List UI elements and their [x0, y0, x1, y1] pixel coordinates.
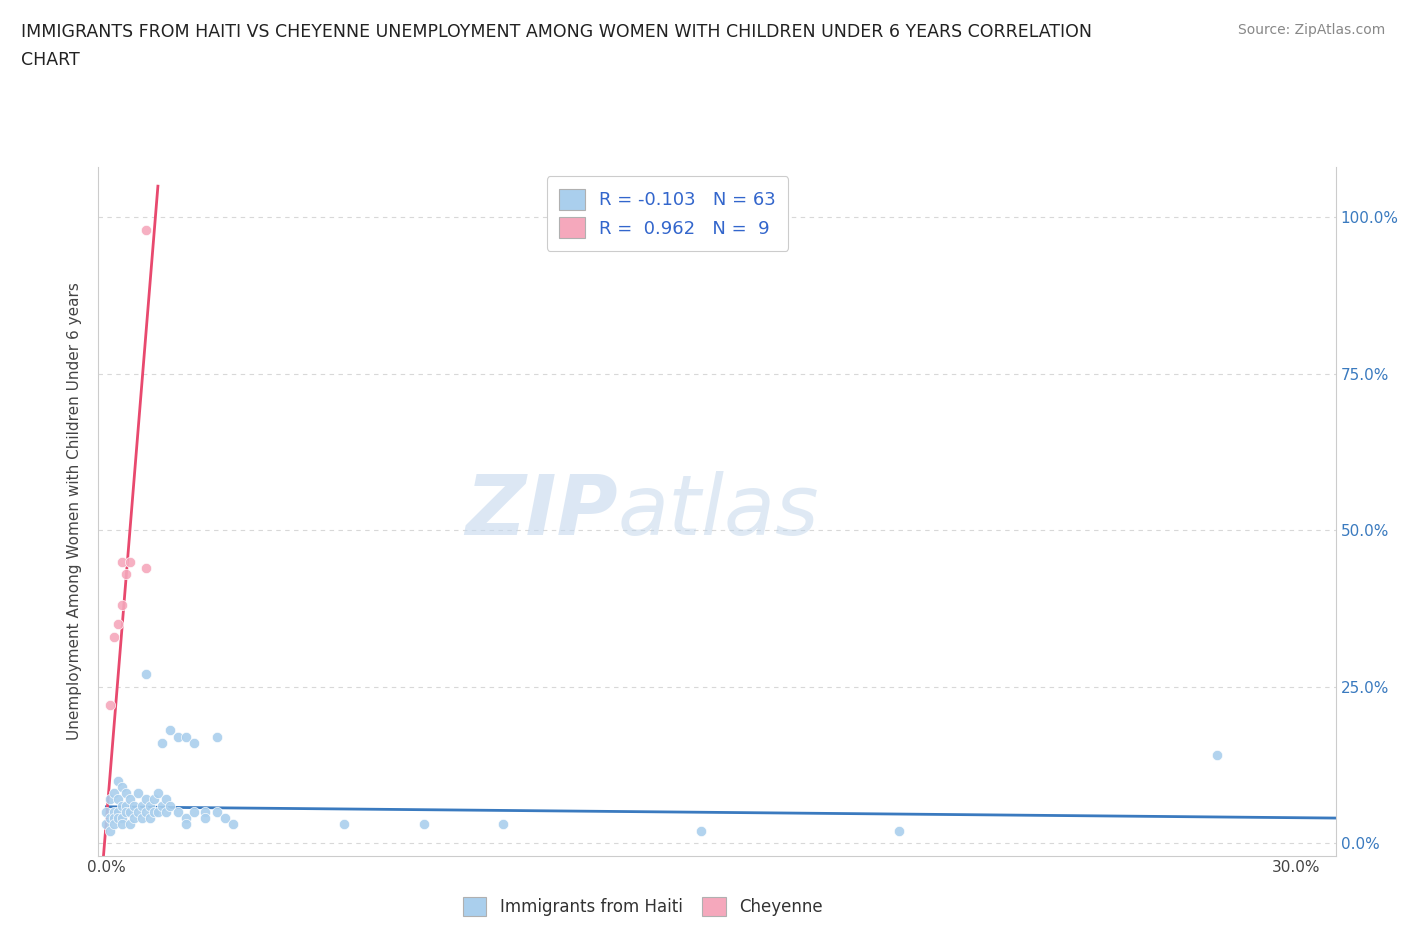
Text: atlas: atlas: [619, 471, 820, 552]
Point: [115, 786, 138, 801]
Point: [96, 804, 118, 819]
Point: [98, 698, 121, 713]
Point: [135, 561, 157, 576]
Point: [122, 798, 145, 813]
Point: [207, 729, 229, 744]
Point: [139, 811, 162, 826]
Point: [115, 804, 138, 819]
Point: [333, 817, 356, 831]
Point: [135, 222, 157, 237]
Point: [222, 817, 245, 831]
Point: [174, 811, 197, 826]
Point: [111, 798, 134, 813]
Point: [150, 736, 173, 751]
Point: [107, 791, 129, 806]
Text: CHART: CHART: [21, 51, 80, 69]
Legend: Immigrants from Haiti, Cheyenne: Immigrants from Haiti, Cheyenne: [453, 887, 832, 926]
Point: [107, 773, 129, 788]
Point: [120, 554, 142, 569]
Point: [103, 811, 125, 826]
Point: [150, 798, 173, 813]
Point: [107, 811, 129, 826]
Text: ZIP: ZIP: [465, 471, 619, 552]
Point: [183, 736, 205, 751]
Point: [146, 786, 169, 801]
Point: [103, 804, 125, 819]
Point: [131, 811, 153, 826]
Point: [174, 817, 197, 831]
Point: [98, 791, 121, 806]
Point: [155, 791, 177, 806]
Point: [183, 804, 205, 819]
Point: [207, 804, 229, 819]
Point: [111, 598, 134, 613]
Y-axis label: Unemployment Among Women with Children Under 6 years: Unemployment Among Women with Children U…: [67, 283, 83, 740]
Point: [166, 804, 188, 819]
Point: [103, 786, 125, 801]
Text: IMMIGRANTS FROM HAITI VS CHEYENNE UNEMPLOYMENT AMONG WOMEN WITH CHILDREN UNDER 6: IMMIGRANTS FROM HAITI VS CHEYENNE UNEMPL…: [21, 23, 1092, 41]
Point: [174, 729, 197, 744]
Point: [122, 811, 145, 826]
Point: [159, 723, 181, 737]
Point: [115, 798, 138, 813]
Point: [111, 554, 134, 569]
Point: [103, 630, 125, 644]
Point: [142, 791, 165, 806]
Point: [98, 823, 121, 838]
Point: [111, 817, 134, 831]
Point: [135, 667, 157, 682]
Point: [98, 811, 121, 826]
Point: [1205, 748, 1227, 763]
Point: [139, 798, 162, 813]
Point: [155, 804, 177, 819]
Point: [166, 729, 188, 744]
Point: [194, 804, 217, 819]
Point: [889, 823, 911, 838]
Point: [120, 791, 142, 806]
Point: [96, 817, 118, 831]
Point: [111, 811, 134, 826]
Point: [214, 811, 236, 826]
Point: [135, 791, 157, 806]
Point: [690, 823, 713, 838]
Point: [146, 804, 169, 819]
Point: [111, 779, 134, 794]
Point: [107, 617, 129, 631]
Point: [120, 817, 142, 831]
Point: [492, 817, 515, 831]
Point: [412, 817, 434, 831]
Point: [131, 798, 153, 813]
Point: [115, 566, 138, 581]
Point: [194, 811, 217, 826]
Text: Source: ZipAtlas.com: Source: ZipAtlas.com: [1237, 23, 1385, 37]
Point: [107, 804, 129, 819]
Point: [127, 804, 149, 819]
Point: [103, 817, 125, 831]
Point: [135, 804, 157, 819]
Point: [127, 786, 149, 801]
Point: [120, 804, 142, 819]
Point: [142, 804, 165, 819]
Point: [159, 798, 181, 813]
